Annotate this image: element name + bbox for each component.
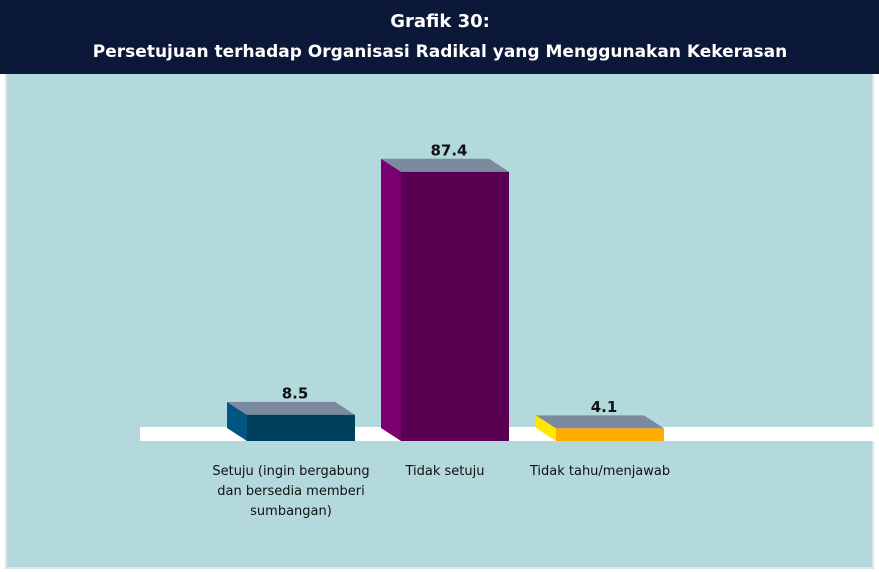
x-tick-label: Tidak setuju	[405, 464, 485, 479]
bar-side	[536, 415, 556, 441]
x-tick-label: Tidak tahu/menjawab	[529, 464, 671, 479]
bar	[401, 171, 509, 442]
data-label: 8.5	[282, 384, 309, 402]
chart-subtitle: Persetujuan terhadap Organisasi Radikal …	[93, 42, 787, 62]
bar-top	[227, 401, 355, 415]
bar-side	[381, 158, 401, 442]
x-tick-label: Setuju (ingin bergabung dan bersedia mem…	[212, 464, 370, 519]
data-label: 4.1	[591, 398, 618, 416]
bar	[556, 428, 664, 441]
header	[0, 0, 879, 74]
bar	[247, 414, 355, 441]
bar-side	[227, 401, 247, 441]
bar-top	[381, 158, 509, 172]
data-label: 87.4	[430, 141, 467, 159]
bar-top	[536, 415, 664, 429]
chart-title: Grafik 30:	[390, 11, 490, 32]
